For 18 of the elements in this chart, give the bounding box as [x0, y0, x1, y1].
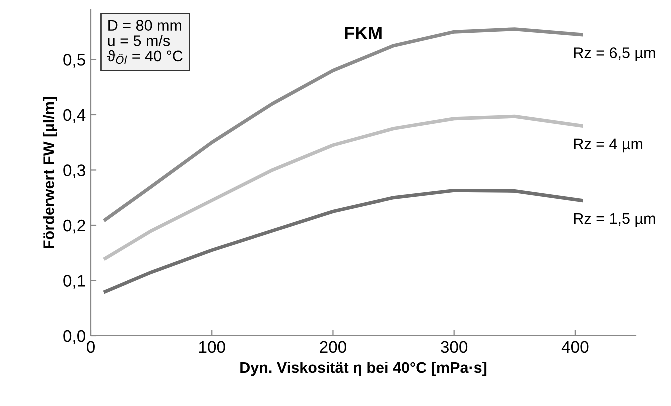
x-tick-label: 200 — [320, 341, 346, 354]
annotation: D = 80 mm u = 5 m/s ϑ$_{Öl}$ = 40 °C — [107, 20, 183, 64]
x-tick-label: 400 — [562, 341, 589, 354]
y-tick-label: 0,5 — [64, 54, 86, 68]
x-axis-title: Dyn. Viskosität η bei 40°C [mPa·s] — [240, 362, 487, 376]
y-tick-label: 0,3 — [64, 164, 86, 178]
series-label: Rz = 1,5 µm — [574, 214, 656, 228]
series-label: Rz = 4 µm — [574, 138, 643, 153]
x-tick-label: 0 — [87, 341, 95, 354]
x-tick-label: 100 — [199, 341, 226, 354]
y-tick-label: 0,1 — [64, 275, 86, 289]
y-tick-label: 0,0 — [64, 330, 86, 344]
y-tick-label: 0,2 — [64, 220, 86, 234]
y-axis-title: Förderwert FW [µl/m] — [43, 97, 58, 249]
y-tick-label: 0,4 — [64, 109, 86, 124]
series-label: Rz = 6,5 µm — [574, 48, 656, 62]
x-tick-label: 300 — [441, 341, 468, 354]
text: FKM — [345, 26, 382, 40]
